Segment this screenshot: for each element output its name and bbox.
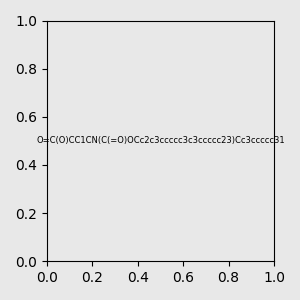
Text: O=C(O)CC1CN(C(=O)OCc2c3ccccc3c3ccccc23)Cc3ccccc31: O=C(O)CC1CN(C(=O)OCc2c3ccccc3c3ccccc23)C… — [36, 136, 285, 146]
